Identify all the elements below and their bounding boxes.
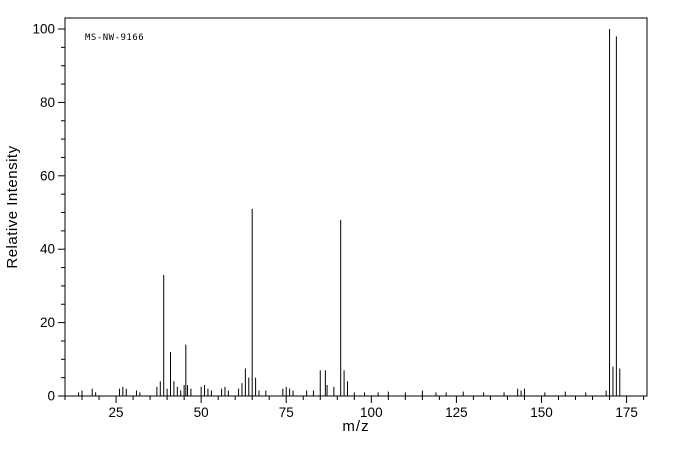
x-tick-label: 150 [530,405,553,420]
y-tick-label: 0 [47,389,55,404]
y-tick-label: 20 [40,315,55,330]
x-tick-label: 75 [279,405,294,420]
x-tick-label: 25 [109,405,124,420]
y-axis-title: Relative Intensity [4,145,21,269]
plot-frame [64,17,648,397]
x-tick-label: 125 [445,405,468,420]
spectrum-id-label: MS-NW-9166 [85,33,145,43]
y-tick-label: 60 [40,168,55,183]
y-tick-label: 100 [32,22,55,37]
x-axis-title: m/z [342,418,370,435]
y-tick-label: 40 [40,242,55,257]
y-tick-label: 80 [40,95,55,110]
x-tick-label: 175 [615,405,638,420]
x-tick-label: 100 [360,405,383,420]
x-tick-label: 50 [194,405,209,420]
